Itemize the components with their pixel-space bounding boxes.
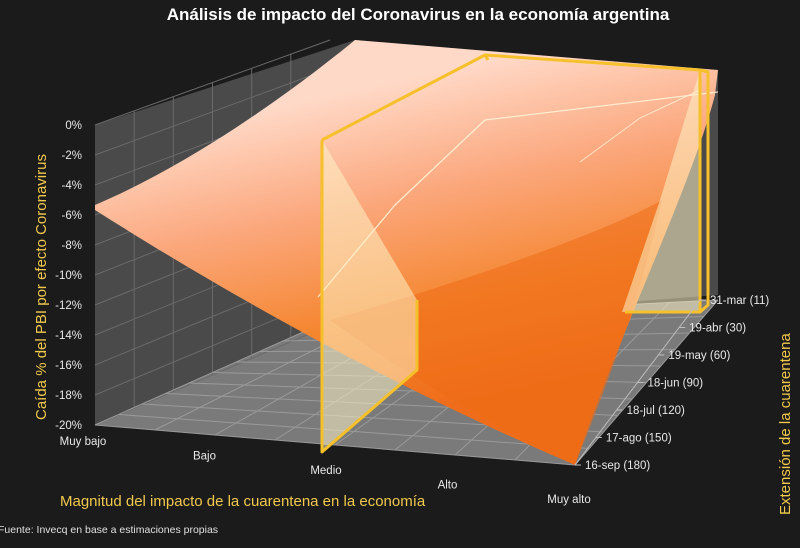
z-tick-label: -6%: [62, 210, 82, 222]
z-tick-label: -2%: [62, 150, 82, 162]
surface-ridge-line-2: [579, 89, 701, 163]
x-tick-label: Muy bajo: [60, 436, 107, 448]
floor-gridline: [118, 414, 590, 449]
chart-title: Análisis de impacto del Coronavirus en l…: [167, 5, 670, 24]
y-tick-label: 19-abr (30): [689, 323, 746, 335]
highlight-outline: [320, 53, 710, 454]
z-axis-label: Caída % del PBI por efecto Coronavirus: [33, 154, 50, 420]
y-tick-label: 16-sep (180): [585, 460, 650, 472]
surface-shade: [330, 200, 662, 465]
z-tick-label: -4%: [62, 180, 82, 192]
z-tick-label: 0%: [65, 120, 82, 132]
x-tick-label: Medio: [310, 465, 341, 477]
z-tick-label: -18%: [55, 390, 82, 402]
floor-gridline: [94, 424, 576, 466]
highlight-box: [320, 53, 710, 454]
y-tick-label: 31-mar (11): [710, 295, 769, 307]
highlight-right-panel: [622, 70, 700, 312]
source-note: Fuente: Invecq en base a estimaciones pr…: [0, 524, 218, 536]
x-axis-label: Magnitud del impacto de la cuarentena en…: [60, 493, 426, 510]
highlight-front-panel: [322, 140, 417, 452]
z-tick-label: -14%: [55, 330, 82, 342]
z-tick-label: -10%: [55, 270, 82, 282]
z-tick-label: -12%: [55, 300, 82, 312]
z-tick-label: -16%: [55, 360, 82, 372]
y-tick-label: 19-may (60): [668, 350, 730, 362]
y-tick-label: 17-ago (150): [606, 433, 672, 445]
x-tick-label: Bajo: [193, 451, 216, 463]
x-tick-label: Muy alto: [547, 494, 590, 506]
y-axis-label: Extensión de la cuarentena: [777, 333, 794, 515]
x-tick-label: Alto: [438, 480, 458, 492]
z-tick-label: -8%: [62, 240, 82, 252]
y-tick-label: 18-jul (120): [627, 405, 685, 417]
z-tick-label: -20%: [55, 420, 82, 432]
y-tick-label: 18-jun (90): [648, 378, 704, 390]
